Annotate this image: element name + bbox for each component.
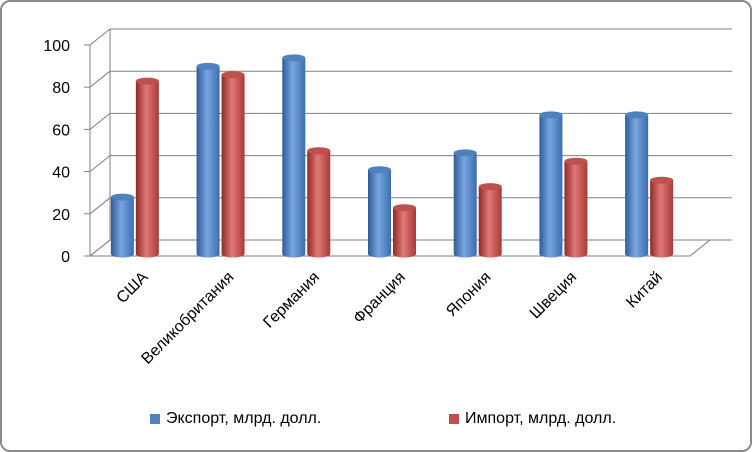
bar-import	[307, 150, 331, 258]
bar-import	[564, 161, 588, 258]
bar-top-import	[564, 157, 588, 165]
legend-item-export: Экспорт, млрд. долл.	[150, 408, 321, 430]
bar-export	[453, 152, 477, 258]
x-tick-label: США	[114, 269, 152, 307]
bar-top-export	[196, 62, 220, 70]
bar-top-import	[650, 176, 674, 184]
bar-top-export	[625, 111, 649, 119]
bar-import	[393, 207, 416, 258]
bar-top-export	[368, 166, 391, 174]
gridline-diagonal	[89, 28, 111, 46]
legend-swatch-import	[449, 414, 459, 424]
bar-export	[196, 66, 220, 258]
bar-top-export	[539, 111, 563, 119]
legend-label-export: Экспорт, млрд. долл.	[166, 410, 322, 427]
x-tick-label: Великобритания	[138, 269, 237, 368]
y-tick-label: 80	[52, 80, 70, 97]
bar-export	[282, 57, 306, 258]
x-tick-label: Германия	[260, 269, 323, 332]
bar-top-import	[135, 77, 159, 85]
gridline-diagonal	[89, 155, 111, 172]
bar-export	[368, 169, 391, 258]
bar-top-import	[478, 183, 502, 191]
bar-export	[625, 114, 649, 258]
bar-export	[539, 114, 563, 258]
y-tick-label: 20	[52, 207, 70, 224]
y-tick-label: 40	[52, 165, 70, 182]
legend-item-import: Импорт, млрд. долл.	[449, 408, 616, 430]
bar-import	[478, 186, 502, 258]
gridline-diagonal	[89, 197, 111, 215]
bar-top-import	[307, 147, 331, 155]
y-tick-label: 100	[43, 38, 70, 55]
gridline-diagonal	[89, 113, 111, 130]
bar-top-import	[221, 71, 245, 79]
bar-top-export	[110, 193, 134, 201]
bar-import	[135, 81, 159, 258]
bar-import	[221, 74, 245, 258]
bar-export	[110, 197, 134, 258]
x-tick-label: Китай	[623, 269, 666, 312]
gridline-diagonal	[89, 70, 111, 88]
y-tick-label: 0	[61, 249, 70, 266]
bar-top-export	[453, 149, 477, 157]
x-tick-label: Франция	[350, 269, 408, 327]
x-tick-label: Швеция	[527, 269, 580, 322]
y-tick-label: 60	[52, 122, 70, 139]
x-tick-label: Япония	[443, 269, 494, 320]
bar-top-import	[393, 204, 416, 212]
bar-top-export	[282, 54, 306, 62]
legend-swatch-export	[150, 414, 160, 424]
legend-label-import: Импорт, млрд. долл.	[465, 410, 617, 427]
bar-import	[650, 180, 674, 258]
